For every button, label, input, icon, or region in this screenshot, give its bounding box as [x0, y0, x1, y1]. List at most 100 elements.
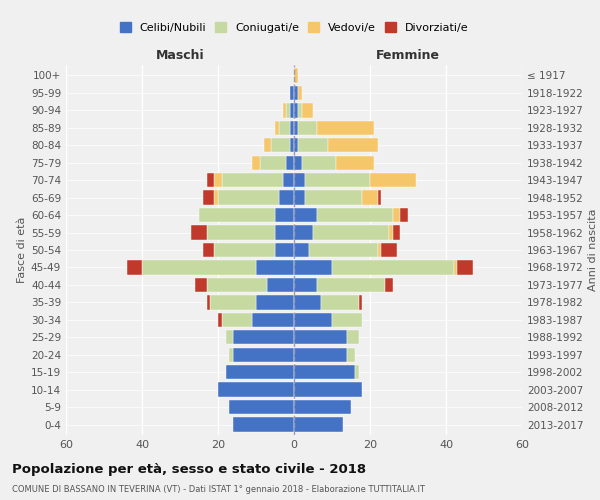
Bar [377, 190, 382, 205]
Bar [317, 278, 385, 292]
Bar [298, 120, 317, 135]
Text: COMUNE DI BASSANO IN TEVERINA (VT) - Dati ISTAT 1° gennaio 2018 - Elaborazione T: COMUNE DI BASSANO IN TEVERINA (VT) - Dat… [12, 485, 425, 494]
Bar [313, 226, 389, 239]
Bar [279, 120, 290, 135]
Bar [298, 138, 328, 152]
Bar [222, 173, 283, 188]
Bar [347, 330, 359, 344]
Bar [294, 312, 332, 327]
Bar [309, 243, 377, 257]
Bar [294, 156, 302, 170]
Bar [294, 173, 305, 188]
Bar [218, 382, 294, 397]
Bar [298, 103, 302, 118]
Bar [362, 190, 377, 205]
Bar [252, 156, 260, 170]
Bar [385, 278, 393, 292]
Bar [290, 86, 294, 100]
Bar [294, 190, 305, 205]
Bar [294, 120, 298, 135]
Bar [294, 86, 298, 100]
Bar [199, 208, 275, 222]
Bar [298, 86, 302, 100]
Bar [294, 365, 355, 380]
Bar [275, 120, 279, 135]
Bar [290, 103, 294, 118]
Bar [256, 260, 294, 274]
Bar [294, 400, 351, 414]
Bar [271, 138, 290, 152]
Bar [260, 156, 286, 170]
Bar [290, 138, 294, 152]
Bar [263, 138, 271, 152]
Bar [252, 312, 294, 327]
Bar [233, 418, 294, 432]
Bar [233, 348, 294, 362]
Bar [393, 226, 400, 239]
Bar [283, 103, 286, 118]
Bar [382, 243, 397, 257]
Bar [283, 173, 294, 188]
Bar [203, 243, 214, 257]
Bar [317, 208, 393, 222]
Text: Femmine: Femmine [376, 50, 440, 62]
Bar [389, 226, 393, 239]
Bar [393, 208, 400, 222]
Legend: Celibi/Nubili, Coniugati/e, Vedovi/e, Divorziati/e: Celibi/Nubili, Coniugati/e, Vedovi/e, Di… [116, 19, 472, 36]
Bar [214, 173, 222, 188]
Bar [294, 382, 362, 397]
Y-axis label: Fasce di età: Fasce di età [17, 217, 27, 283]
Bar [454, 260, 457, 274]
Bar [294, 348, 347, 362]
Bar [206, 173, 214, 188]
Bar [457, 260, 473, 274]
Bar [347, 348, 355, 362]
Bar [332, 312, 362, 327]
Bar [305, 173, 370, 188]
Bar [218, 190, 279, 205]
Bar [203, 190, 214, 205]
Bar [275, 226, 294, 239]
Bar [218, 312, 222, 327]
Bar [294, 418, 343, 432]
Bar [214, 243, 275, 257]
Bar [294, 260, 332, 274]
Bar [275, 243, 294, 257]
Bar [332, 260, 454, 274]
Bar [305, 190, 362, 205]
Bar [302, 156, 336, 170]
Bar [294, 295, 320, 310]
Bar [400, 208, 408, 222]
Bar [370, 173, 416, 188]
Bar [294, 243, 309, 257]
Bar [320, 295, 359, 310]
Bar [229, 400, 294, 414]
Bar [211, 295, 256, 310]
Bar [214, 190, 218, 205]
Bar [279, 190, 294, 205]
Bar [206, 278, 268, 292]
Bar [233, 330, 294, 344]
Bar [268, 278, 294, 292]
Bar [294, 138, 298, 152]
Bar [229, 348, 233, 362]
Bar [294, 68, 298, 82]
Bar [206, 226, 275, 239]
Bar [275, 208, 294, 222]
Bar [294, 103, 298, 118]
Text: Maschi: Maschi [155, 50, 205, 62]
Bar [294, 278, 317, 292]
Bar [294, 226, 313, 239]
Bar [256, 295, 294, 310]
Bar [294, 208, 317, 222]
Bar [226, 330, 233, 344]
Bar [355, 365, 359, 380]
Bar [294, 330, 347, 344]
Bar [226, 365, 294, 380]
Bar [286, 156, 294, 170]
Bar [336, 156, 374, 170]
Bar [206, 295, 211, 310]
Bar [127, 260, 142, 274]
Bar [195, 278, 206, 292]
Y-axis label: Anni di nascita: Anni di nascita [588, 209, 598, 291]
